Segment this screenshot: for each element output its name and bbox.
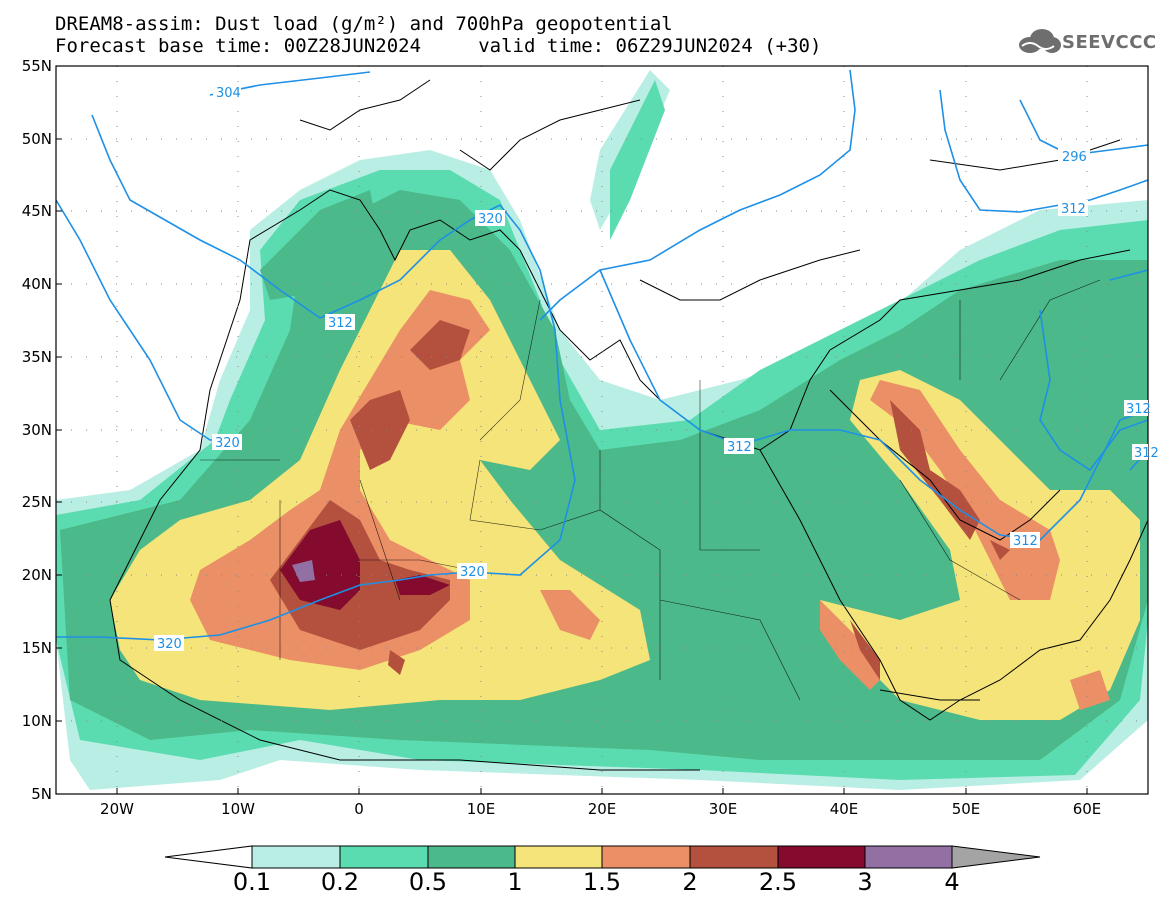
contour-label-312-egypt: 312 <box>727 440 752 455</box>
lon-label-40e: 40E <box>829 800 859 818</box>
lon-label-10w: 10W <box>221 800 255 818</box>
country-borders <box>200 279 1101 701</box>
lat-label-10n: 10N <box>21 712 52 730</box>
lat-label-15n: 15N <box>21 639 52 657</box>
contour-label-320-north: 320 <box>478 212 503 227</box>
lon-label-0: 0 <box>354 800 364 818</box>
contour-label-312-edge: 312 <box>1134 446 1159 461</box>
forecast-time-line: Forecast base time: 00Z28JUN2024 valid t… <box>55 35 822 57</box>
lat-label-25n: 25N <box>21 493 52 511</box>
lat-label-45n: 45N <box>21 202 52 220</box>
contour-label-320-sahara: 320 <box>460 565 485 580</box>
axis-ticks <box>56 65 1088 794</box>
lon-label-20w: 20W <box>100 800 134 818</box>
colorbar-label-3: 3 <box>857 868 873 896</box>
contour-label-304: 304 <box>216 86 241 101</box>
dust-fields <box>56 66 1148 794</box>
geopotential-contours <box>56 69 1148 641</box>
contour-label-312-caspian: 312 <box>1061 202 1086 217</box>
seevccc-logo: SEEVCCC <box>1062 32 1157 53</box>
colorbar-label-0-5: 0.5 <box>408 868 448 896</box>
colorbar <box>164 845 1041 869</box>
lon-label-50e: 50E <box>951 800 981 818</box>
colorbar-label-1-5: 1.5 <box>582 868 622 896</box>
lon-label-20e: 20E <box>587 800 617 818</box>
colorbar-label-0-2: 0.2 <box>320 868 360 896</box>
lon-label-60e: 60E <box>1072 800 1102 818</box>
colorbar-label-4: 4 <box>944 868 960 896</box>
lat-label-5n: 5N <box>31 785 52 803</box>
lat-label-50n: 50N <box>21 130 52 148</box>
contour-label-312-east: 312 <box>1126 402 1151 417</box>
lat-label-20n: 20N <box>21 566 52 584</box>
contour-label-320-west: 320 <box>215 436 240 451</box>
contour-label-312-iberia: 312 <box>328 316 353 331</box>
contour-label-320-southwest: 320 <box>157 637 182 652</box>
colorbar-label-0-1: 0.1 <box>232 868 272 896</box>
lon-label-10e: 10E <box>466 800 496 818</box>
lon-label-30e: 30E <box>708 800 738 818</box>
lat-label-40n: 40N <box>21 275 52 293</box>
lat-label-35n: 35N <box>21 348 52 366</box>
cloud-icon <box>1019 29 1061 53</box>
colorbar-label-2: 2 <box>682 868 698 896</box>
map-title: DREAM8-assim: Dust load (g/m²) and 700hP… <box>55 13 673 35</box>
colorbar-label-1: 1 <box>507 868 523 896</box>
contour-label-312-arabia: 312 <box>1013 534 1038 549</box>
lat-label-55n: 55N <box>21 57 52 75</box>
colorbar-label-2-5: 2.5 <box>758 868 798 896</box>
contour-labels: 304 320 312 320 320 320 312 312 312 312 … <box>154 84 1159 652</box>
lat-label-30n: 30N <box>21 421 52 439</box>
contour-label-296: 296 <box>1062 150 1087 165</box>
